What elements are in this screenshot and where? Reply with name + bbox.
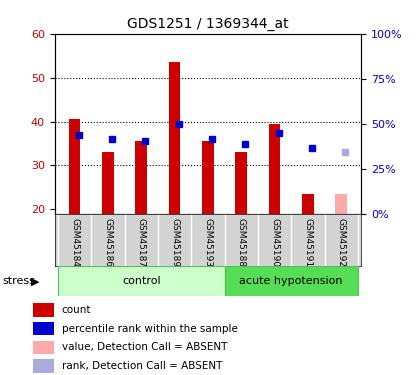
Text: percentile rank within the sample: percentile rank within the sample [62,324,237,333]
Text: acute hypotension: acute hypotension [239,276,343,286]
Title: GDS1251 / 1369344_at: GDS1251 / 1369344_at [127,17,289,32]
Text: control: control [122,276,160,286]
Text: ▶: ▶ [32,276,40,286]
Text: GSM45190: GSM45190 [270,218,279,267]
Text: count: count [62,305,91,315]
FancyBboxPatch shape [58,266,225,296]
Bar [33,359,54,373]
Bar [302,194,314,214]
Text: GSM45193: GSM45193 [203,218,213,267]
Bar [269,124,281,214]
Text: GSM45192: GSM45192 [337,218,346,267]
Bar [202,141,214,214]
Bar [169,62,181,214]
Text: GSM45189: GSM45189 [170,218,179,267]
Text: GSM45184: GSM45184 [70,218,79,267]
Text: GSM45187: GSM45187 [137,218,146,267]
Bar [33,303,54,316]
Text: stress: stress [2,276,35,286]
Text: rank, Detection Call = ABSENT: rank, Detection Call = ABSENT [62,361,222,371]
Bar [102,152,114,214]
Bar [33,340,54,354]
Bar [336,194,347,214]
Bar [135,141,147,214]
Bar [235,152,247,214]
FancyBboxPatch shape [225,266,358,296]
Bar [69,119,80,214]
Text: GSM45191: GSM45191 [303,218,312,267]
Bar [33,322,54,335]
Text: GSM45186: GSM45186 [103,218,113,267]
Text: GSM45188: GSM45188 [237,218,246,267]
Text: value, Detection Call = ABSENT: value, Detection Call = ABSENT [62,342,227,352]
